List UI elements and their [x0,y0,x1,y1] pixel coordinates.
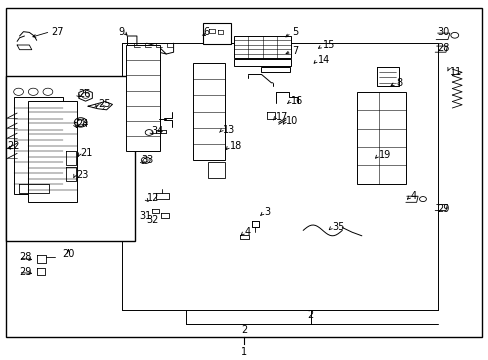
Text: 9: 9 [119,27,125,37]
Text: 28: 28 [437,43,449,53]
Bar [356,92,405,184]
Text: 28: 28 [20,252,32,262]
Bar [6,76,135,241]
Bar [14,97,62,194]
Text: 7: 7 [292,46,298,57]
Circle shape [77,125,79,126]
Bar [261,67,290,72]
Text: 34: 34 [151,126,163,136]
Text: 16: 16 [290,96,303,106]
Text: 2: 2 [241,325,247,336]
Circle shape [82,125,84,126]
Text: 3: 3 [264,207,270,217]
Text: 17: 17 [276,112,288,122]
Bar [193,63,224,160]
Text: 11: 11 [449,67,461,77]
Text: 27: 27 [51,27,64,37]
Text: 26: 26 [78,89,90,99]
Text: 4: 4 [410,191,416,201]
Bar [203,23,230,44]
Text: 32: 32 [146,215,159,225]
Text: 30: 30 [437,27,449,37]
Text: 14: 14 [317,55,329,66]
Bar [233,36,291,58]
Circle shape [84,122,86,123]
Text: 20: 20 [62,249,75,259]
Text: 23: 23 [76,170,88,180]
Text: 29: 29 [20,267,32,277]
Text: 5: 5 [292,27,298,37]
Text: 35: 35 [332,222,344,232]
Text: 6: 6 [203,27,209,37]
Text: 12: 12 [146,193,159,203]
Text: 4: 4 [244,227,250,237]
Bar [233,59,291,66]
Text: 29: 29 [437,204,449,214]
Circle shape [77,118,79,120]
Text: 13: 13 [222,125,234,135]
Text: 33: 33 [142,155,154,165]
Text: 25: 25 [98,99,110,109]
Text: 31: 31 [139,211,151,221]
Circle shape [75,122,77,123]
Text: 1: 1 [241,347,247,357]
Bar [207,162,224,178]
Text: 15: 15 [322,40,334,50]
Text: 21: 21 [81,148,93,158]
Text: 22: 22 [7,141,20,151]
Text: 24: 24 [76,119,88,129]
Text: 10: 10 [285,116,298,126]
Bar [126,45,160,151]
Circle shape [82,118,84,120]
Text: 18: 18 [229,141,242,151]
Bar [28,101,77,202]
Text: 8: 8 [395,78,402,88]
Text: 2: 2 [307,310,313,320]
Text: 19: 19 [378,150,390,160]
